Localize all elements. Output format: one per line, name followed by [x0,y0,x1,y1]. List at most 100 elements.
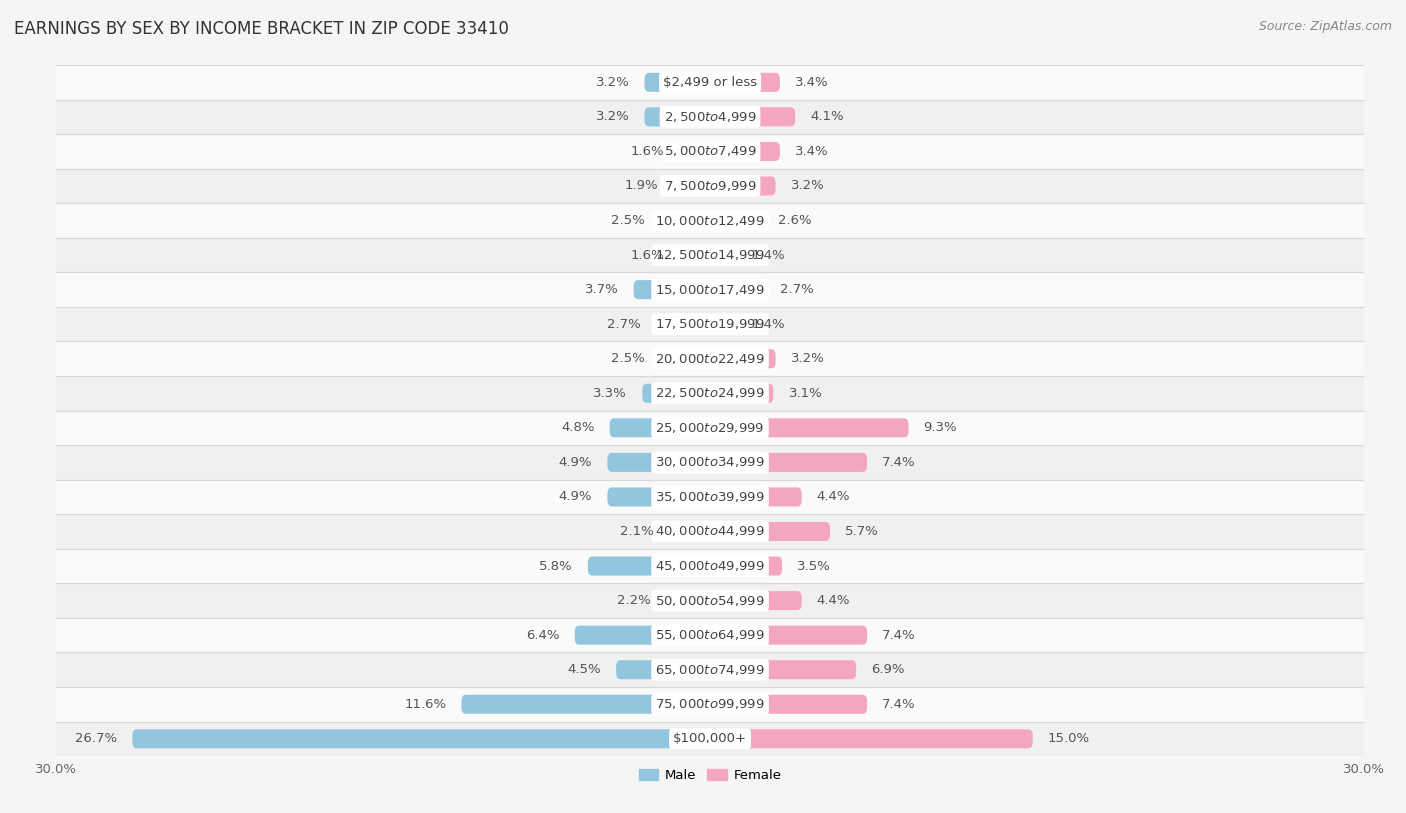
FancyBboxPatch shape [668,522,710,541]
Text: 4.9%: 4.9% [558,456,592,469]
FancyBboxPatch shape [710,695,868,714]
Text: $22,500 to $24,999: $22,500 to $24,999 [655,386,765,400]
Bar [56,134,1364,168]
Text: $30,000 to $34,999: $30,000 to $34,999 [655,455,765,469]
Text: 3.2%: 3.2% [790,180,824,193]
FancyBboxPatch shape [710,522,830,541]
Text: $40,000 to $44,999: $40,000 to $44,999 [655,524,765,538]
FancyBboxPatch shape [710,176,776,195]
Bar [56,237,1364,272]
Text: $55,000 to $64,999: $55,000 to $64,999 [655,628,765,642]
Text: 26.7%: 26.7% [75,733,117,746]
Text: 1.4%: 1.4% [751,318,785,331]
Text: $2,500 to $4,999: $2,500 to $4,999 [664,110,756,124]
Text: 2.6%: 2.6% [778,214,811,227]
Bar [56,722,1364,756]
Text: $45,000 to $49,999: $45,000 to $49,999 [655,559,765,573]
Bar [56,480,1364,514]
Text: $25,000 to $29,999: $25,000 to $29,999 [655,421,765,435]
Bar [56,65,1364,99]
Text: 6.4%: 6.4% [526,628,560,641]
Text: 2.1%: 2.1% [620,525,654,538]
Text: 3.7%: 3.7% [585,283,619,296]
FancyBboxPatch shape [710,107,796,126]
Text: 7.4%: 7.4% [882,456,915,469]
Bar [56,341,1364,376]
FancyBboxPatch shape [659,211,710,230]
FancyBboxPatch shape [710,626,868,645]
FancyBboxPatch shape [607,453,710,472]
FancyBboxPatch shape [666,591,710,610]
Text: 3.2%: 3.2% [596,111,630,124]
FancyBboxPatch shape [710,350,776,368]
FancyBboxPatch shape [710,419,908,437]
Bar [56,618,1364,652]
FancyBboxPatch shape [710,73,780,92]
Bar [56,272,1364,307]
FancyBboxPatch shape [710,384,773,402]
FancyBboxPatch shape [710,453,868,472]
Text: 2.7%: 2.7% [780,283,814,296]
FancyBboxPatch shape [643,384,710,402]
Text: 7.4%: 7.4% [882,698,915,711]
FancyBboxPatch shape [588,557,710,576]
Text: 4.4%: 4.4% [817,594,851,607]
Text: $2,499 or less: $2,499 or less [664,76,756,89]
Text: 5.8%: 5.8% [538,559,572,572]
Text: 6.9%: 6.9% [872,663,905,676]
Text: 2.2%: 2.2% [617,594,651,607]
Bar [56,203,1364,237]
Text: $65,000 to $74,999: $65,000 to $74,999 [655,663,765,676]
FancyBboxPatch shape [575,626,710,645]
FancyBboxPatch shape [710,142,780,161]
Bar [56,168,1364,203]
Text: 3.1%: 3.1% [789,387,823,400]
Text: 4.5%: 4.5% [568,663,602,676]
Text: $12,500 to $14,999: $12,500 to $14,999 [655,248,765,262]
Bar [56,583,1364,618]
Text: 4.4%: 4.4% [817,490,851,503]
FancyBboxPatch shape [673,176,710,195]
FancyBboxPatch shape [634,280,710,299]
Text: 4.9%: 4.9% [558,490,592,503]
FancyBboxPatch shape [132,729,710,748]
Text: $75,000 to $99,999: $75,000 to $99,999 [655,698,765,711]
Bar [56,514,1364,549]
FancyBboxPatch shape [710,660,856,679]
Text: 1.6%: 1.6% [631,249,664,262]
Text: $100,000+: $100,000+ [673,733,747,746]
Text: 4.8%: 4.8% [561,421,595,434]
Text: 1.6%: 1.6% [631,145,664,158]
Text: 3.2%: 3.2% [790,352,824,365]
FancyBboxPatch shape [679,246,710,264]
FancyBboxPatch shape [710,729,1033,748]
Text: 1.4%: 1.4% [751,249,785,262]
Text: 7.4%: 7.4% [882,628,915,641]
Bar [56,307,1364,341]
Text: 3.4%: 3.4% [794,145,828,158]
Text: $50,000 to $54,999: $50,000 to $54,999 [655,593,765,607]
FancyBboxPatch shape [710,591,801,610]
Text: $17,500 to $19,999: $17,500 to $19,999 [655,317,765,331]
Bar [56,411,1364,445]
FancyBboxPatch shape [679,142,710,161]
Text: 3.2%: 3.2% [596,76,630,89]
Text: 11.6%: 11.6% [404,698,446,711]
Text: $10,000 to $12,499: $10,000 to $12,499 [655,214,765,228]
FancyBboxPatch shape [710,315,737,333]
FancyBboxPatch shape [644,73,710,92]
FancyBboxPatch shape [659,350,710,368]
Text: $35,000 to $39,999: $35,000 to $39,999 [655,490,765,504]
FancyBboxPatch shape [607,488,710,506]
FancyBboxPatch shape [710,280,765,299]
Text: EARNINGS BY SEX BY INCOME BRACKET IN ZIP CODE 33410: EARNINGS BY SEX BY INCOME BRACKET IN ZIP… [14,20,509,38]
Text: $20,000 to $22,499: $20,000 to $22,499 [655,352,765,366]
Legend: Male, Female: Male, Female [633,764,787,788]
FancyBboxPatch shape [610,419,710,437]
FancyBboxPatch shape [710,211,762,230]
Bar [56,687,1364,722]
Bar [56,99,1364,134]
Text: 4.1%: 4.1% [810,111,844,124]
Bar [56,549,1364,583]
Text: $5,000 to $7,499: $5,000 to $7,499 [664,145,756,159]
